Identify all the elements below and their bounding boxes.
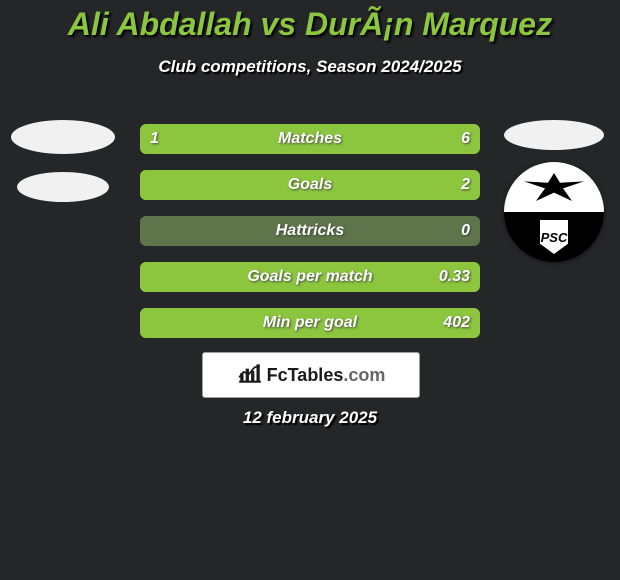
- stat-label: Hattricks: [140, 216, 480, 246]
- comparison-widget: Ali Abdallah vs DurÃ¡n Marquez Club comp…: [0, 0, 620, 580]
- stat-row: Matches1 6: [140, 124, 480, 154]
- club-shield-text: PSC: [541, 230, 568, 245]
- brand-name: FcTables: [267, 365, 344, 385]
- player-right-badges: PSC: [500, 120, 608, 262]
- brand-text: FcTables.com: [267, 365, 386, 386]
- stat-label: Min per goal: [140, 308, 480, 338]
- stat-value-left: 1: [150, 124, 159, 154]
- stat-value-right: 2: [461, 170, 470, 200]
- club-shield: PSC: [540, 220, 568, 254]
- stat-label: Goals per match: [140, 262, 480, 292]
- player-left-badges: [8, 120, 118, 220]
- stat-label: Goals: [140, 170, 480, 200]
- stat-value-right: 0.33: [439, 262, 470, 292]
- club-badge-right: PSC: [504, 162, 604, 262]
- brand-domain: .com: [343, 365, 385, 385]
- placeholder-ellipse: [17, 172, 109, 202]
- placeholder-ellipse: [11, 120, 115, 154]
- stat-row: Hattricks0: [140, 216, 480, 246]
- stat-value-right: 6: [461, 124, 470, 154]
- stat-bars: Matches1 6 Goals2 Hattricks0 Goals per match…: [140, 124, 480, 354]
- stat-label: Matches: [140, 124, 480, 154]
- stat-row: Min per goal402: [140, 308, 480, 338]
- stat-value-right: 402: [443, 308, 470, 338]
- placeholder-ellipse: [504, 120, 604, 150]
- brand-box[interactable]: FcTables.com: [202, 352, 420, 398]
- bar-chart-icon: [237, 362, 263, 389]
- page-subtitle: Club competitions, Season 2024/2025: [0, 57, 620, 77]
- page-title: Ali Abdallah vs DurÃ¡n Marquez: [0, 0, 620, 43]
- eagle-icon: [524, 173, 584, 201]
- date-line: 12 february 2025: [0, 408, 620, 428]
- stat-value-right: 0: [461, 216, 470, 246]
- stat-row: Goals2: [140, 170, 480, 200]
- stat-row: Goals per match0.33: [140, 262, 480, 292]
